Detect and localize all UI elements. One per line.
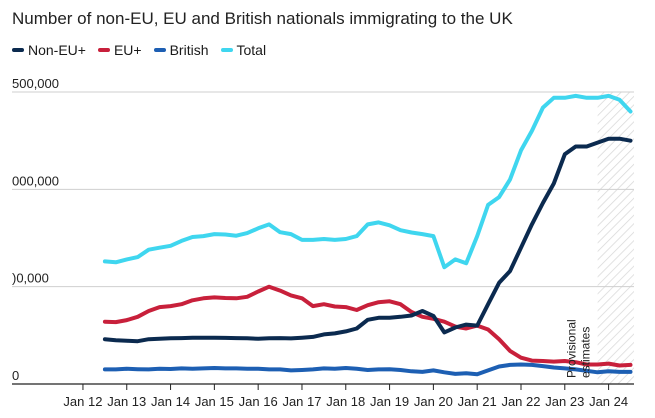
legend-item-total: Total — [220, 42, 267, 58]
series-line-non-eu — [102, 136, 633, 344]
x-tick-label: Jan 16 — [239, 394, 278, 409]
y-tick-label: 000,000 — [12, 173, 59, 188]
chart-title: Number of non-EU, EU and British nationa… — [12, 9, 513, 28]
series-line-total — [102, 93, 633, 270]
legend-swatch-total — [220, 48, 233, 52]
series-line-eu — [102, 284, 633, 368]
x-tick-label: Jan 19 — [370, 394, 409, 409]
x-tick-label: Jan 18 — [326, 394, 365, 409]
y-tick-label: 500,000 — [12, 76, 59, 91]
x-tick-label: Jan 13 — [107, 394, 146, 409]
x-tick-label: Jan 14 — [151, 394, 190, 409]
series-line-british — [102, 362, 633, 377]
legend-item-british: British — [153, 42, 209, 58]
legend-label-eu: EU+ — [113, 42, 142, 58]
legend-item-eu: EU+ — [97, 42, 142, 58]
x-tick-label: Jan 22 — [501, 394, 540, 409]
y-tick-label: )0,000 — [12, 271, 49, 286]
y-tick-label: 0 — [12, 368, 19, 383]
legend-label-non-eu: Non-EU+ — [28, 42, 86, 58]
provisional-hatch — [597, 92, 634, 384]
legend-label-british: British — [169, 42, 209, 58]
x-tick-label: Jan 17 — [282, 394, 321, 409]
x-tick-label: Jan 20 — [414, 394, 453, 409]
legend-label-total: Total — [236, 42, 267, 58]
x-tick-label: Jan 15 — [195, 394, 234, 409]
legend: Non-EU+ EU+ British Total — [12, 42, 266, 58]
x-tick-label: Jan 21 — [458, 394, 497, 409]
legend-swatch-eu — [97, 48, 110, 52]
legend-swatch-non-eu — [12, 48, 24, 52]
x-tick-label: Jan 12 — [63, 394, 102, 409]
x-tick-label: Jan 23 — [545, 394, 584, 409]
x-tick-label: Jan 24 — [589, 394, 628, 409]
legend-swatch-british — [153, 48, 166, 52]
provisional-annotation: Provisionalestimates — [565, 319, 593, 378]
legend-item-non-eu: Non-EU+ — [12, 42, 86, 58]
